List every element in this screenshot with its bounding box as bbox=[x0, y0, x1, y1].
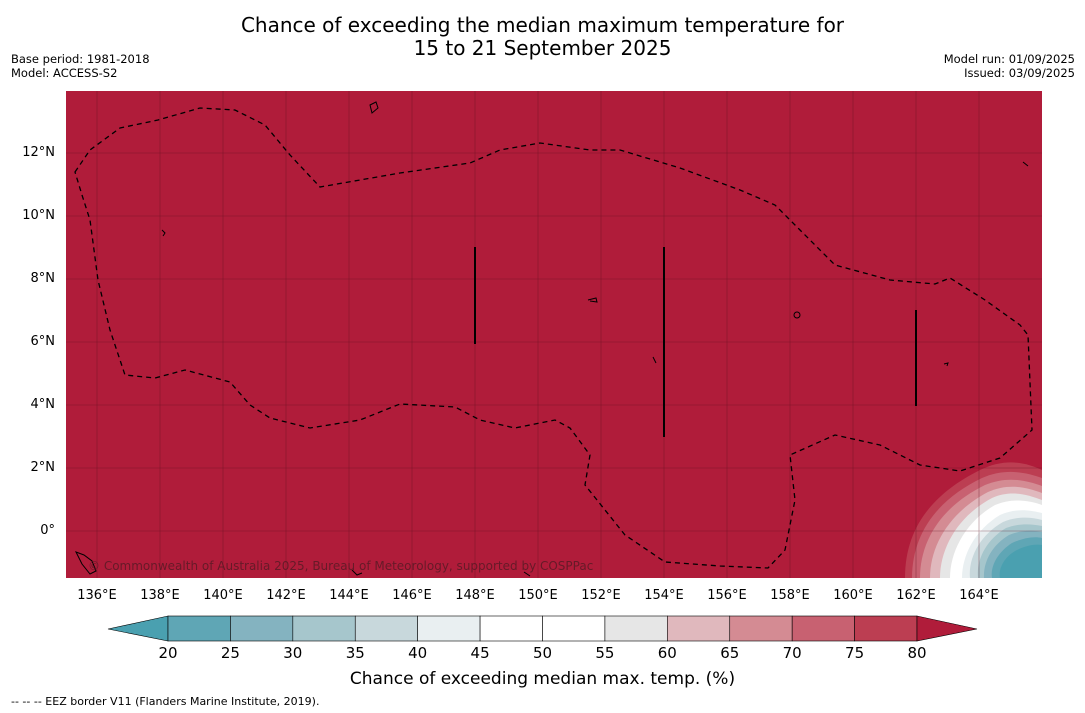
region-separators bbox=[474, 247, 917, 437]
colorbar-tick-label: 50 bbox=[532, 644, 553, 662]
lon-label-162e: 162°E bbox=[896, 588, 936, 603]
colorbar-tick-label: 60 bbox=[657, 644, 677, 662]
colorbar-tick-label: 25 bbox=[220, 644, 240, 662]
colorbar-tick-label: 70 bbox=[782, 644, 802, 662]
footnote: -- -- -- EEZ border V11 (Flanders Marine… bbox=[11, 695, 320, 708]
eez-boundary bbox=[74, 107, 1033, 569]
lon-label-160e: 160°E bbox=[833, 588, 873, 603]
colorbar-tick-label: 45 bbox=[470, 644, 490, 662]
colorbar-tick-label: 75 bbox=[845, 644, 865, 662]
lon-label-144e: 144°E bbox=[329, 588, 369, 603]
colorbar-tick-label: 35 bbox=[345, 644, 365, 662]
title-line-2: 15 to 21 September 2025 bbox=[413, 36, 672, 60]
lat-label-0: 0° bbox=[40, 523, 55, 538]
colorbar-tick-label: 40 bbox=[408, 644, 428, 662]
model-name: Model: ACCESS-S2 bbox=[11, 66, 118, 80]
lat-label-10n: 10°N bbox=[22, 208, 55, 223]
lon-label-164e: 164°E bbox=[959, 588, 999, 603]
chart-title: Chance of exceeding the median maximum t… bbox=[0, 14, 1085, 60]
base-period: Base period: 1981-2018 bbox=[11, 52, 150, 66]
issued-date: Issued: 03/09/2025 bbox=[964, 66, 1075, 80]
model-run: Model run: 01/09/2025 bbox=[943, 52, 1075, 66]
lon-label-156e: 156°E bbox=[707, 588, 747, 603]
lon-label-140e: 140°E bbox=[203, 588, 243, 603]
contour-patch bbox=[905, 462, 1042, 578]
lon-label-146e: 146°E bbox=[392, 588, 432, 603]
lon-label-158e: 158°E bbox=[770, 588, 810, 603]
lon-label-152e: 152°E bbox=[581, 588, 621, 603]
colorbar-title: Chance of exceeding median max. temp. (%… bbox=[349, 669, 736, 689]
gridlines bbox=[66, 91, 1042, 578]
lat-label-4n: 4°N bbox=[30, 397, 56, 412]
colorbar-tick-label: 30 bbox=[283, 644, 303, 662]
map-background bbox=[66, 91, 1042, 578]
meta-left: Base period: 1981-2018 Model: ACCESS-S2 bbox=[11, 52, 150, 80]
lat-label-12n: 12°N bbox=[22, 145, 55, 160]
lon-label-154e: 154°E bbox=[644, 588, 684, 603]
title-line-1: Chance of exceeding the median maximum t… bbox=[240, 13, 845, 37]
colorbar-tick-label: 65 bbox=[720, 644, 740, 662]
lat-label-8n: 8°N bbox=[30, 271, 56, 286]
lon-label-150e: 150°E bbox=[518, 588, 558, 603]
lon-label-148e: 148°E bbox=[455, 588, 495, 603]
copyright-notice: © Commonwealth of Australia 2025, Bureau… bbox=[88, 559, 594, 573]
lat-label-2n: 2°N bbox=[30, 460, 56, 475]
colorbar-tick-label: 55 bbox=[595, 644, 615, 662]
meta-right: Model run: 01/09/2025 Issued: 03/09/2025 bbox=[944, 52, 1075, 80]
lon-label-142e: 142°E bbox=[266, 588, 306, 603]
colorbar-tick-label: 20 bbox=[158, 644, 178, 662]
lat-label-6n: 6°N bbox=[30, 334, 56, 349]
colorbar-tick-label: 80 bbox=[907, 644, 927, 662]
islands bbox=[74, 101, 1029, 577]
lon-label-138e: 138°E bbox=[140, 588, 180, 603]
lon-label-136e: 136°E bbox=[77, 588, 117, 603]
